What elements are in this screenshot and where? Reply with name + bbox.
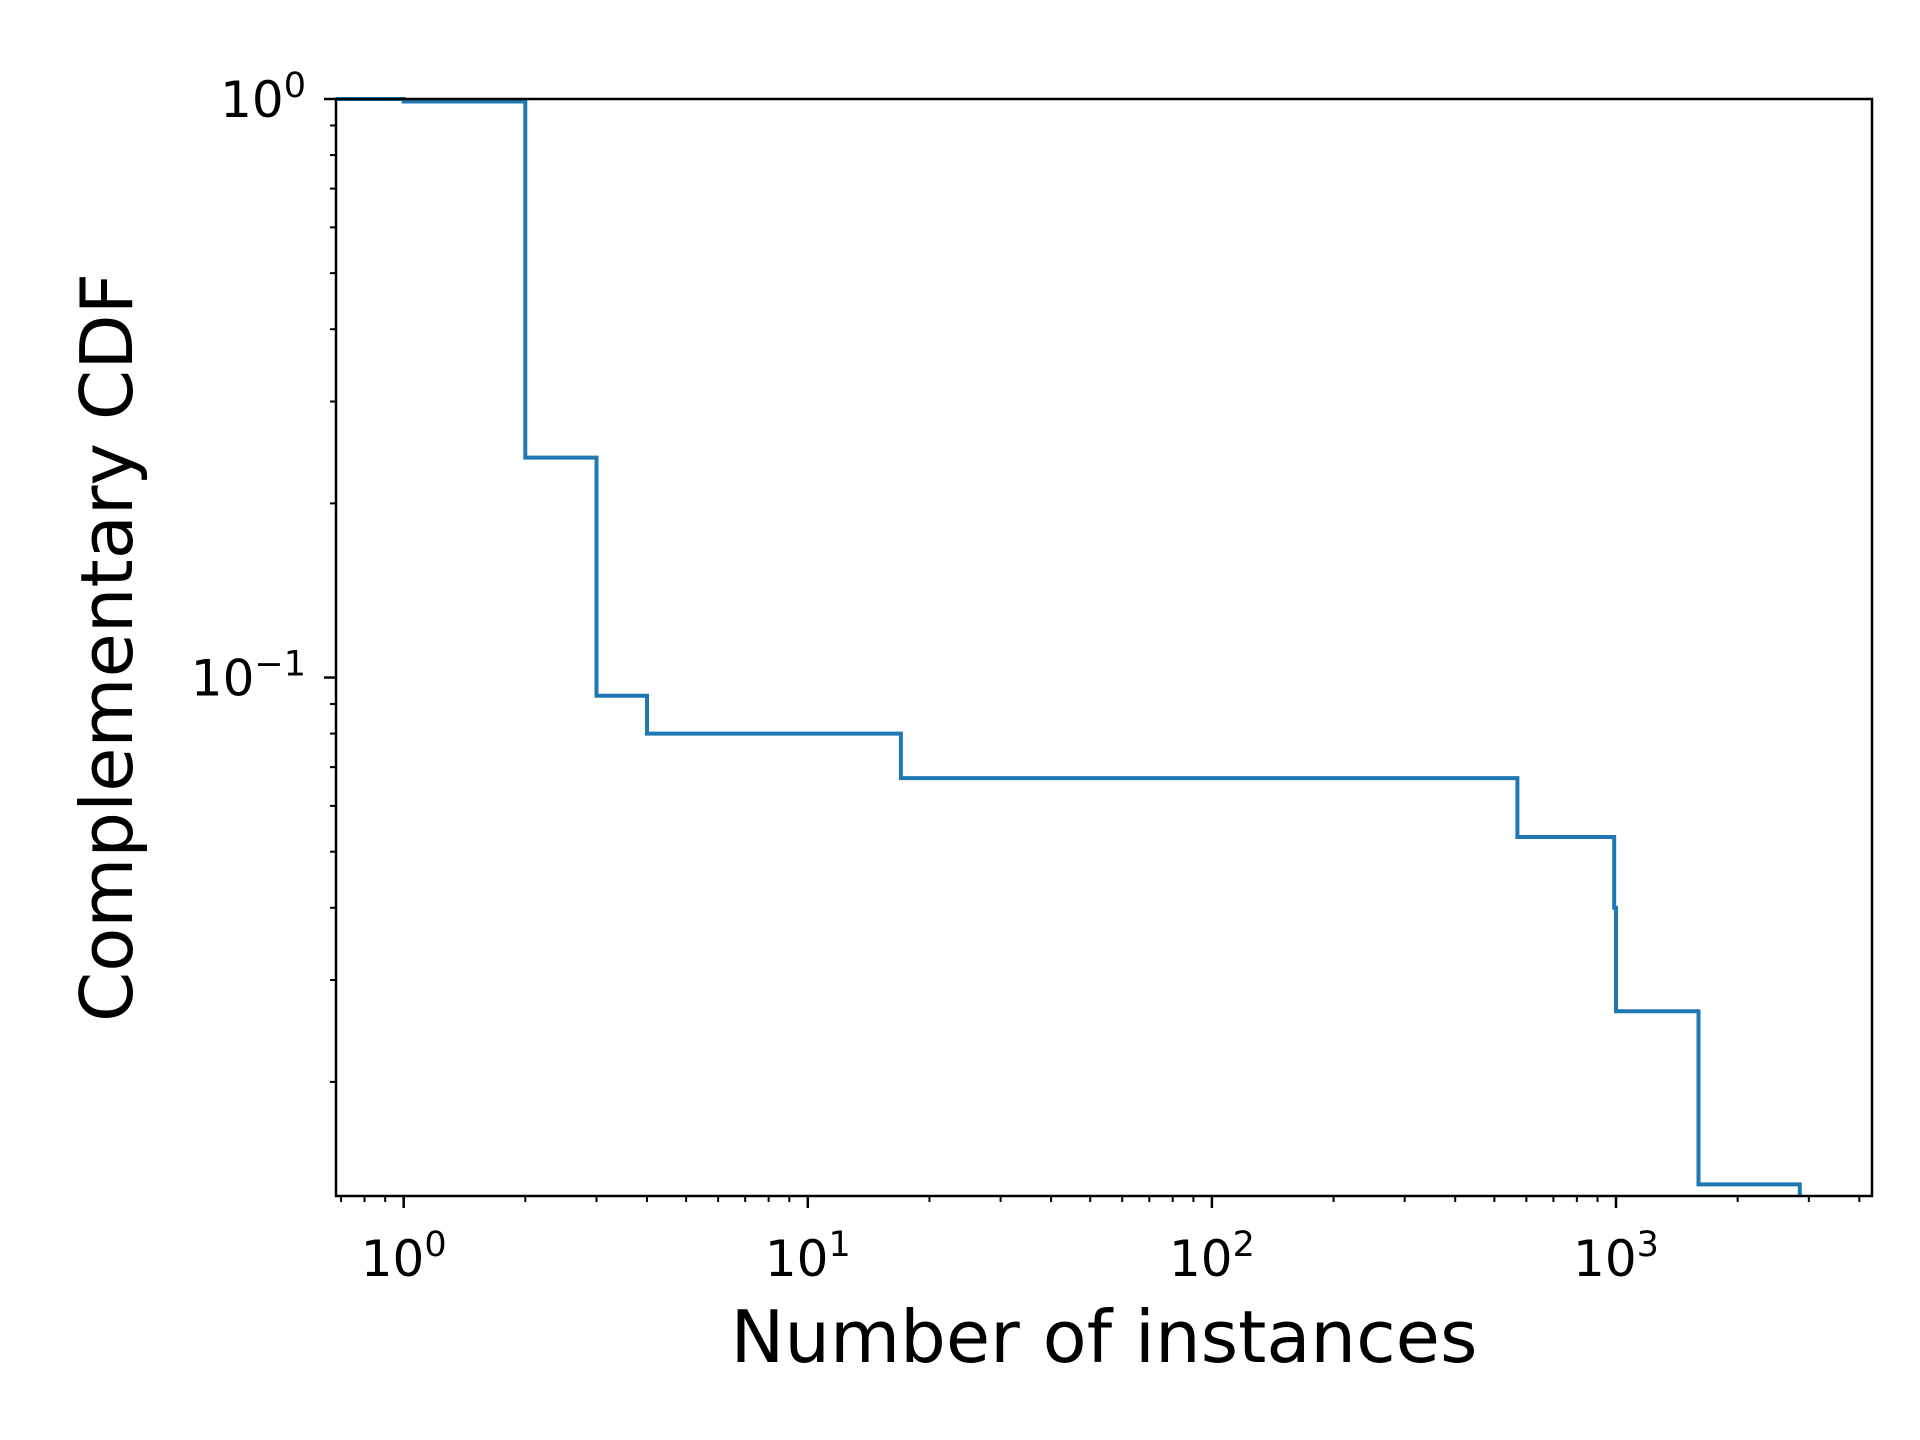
plot-area [336, 99, 1872, 1196]
y-tick-label: 100 [220, 66, 306, 129]
y-tick-labels: 100 10−1 [191, 66, 306, 708]
x-axis-title: Number of instances [731, 1295, 1478, 1379]
x-tick-label: 101 [765, 1225, 851, 1288]
x-tick-label: 102 [1169, 1225, 1255, 1288]
y-tick-label: 10−1 [191, 645, 306, 708]
plot-frame [334, 97, 1874, 1198]
x-tick-label: 100 [361, 1225, 447, 1288]
y-axis-title: Complementary CDF [65, 273, 149, 1022]
x-tick-label: 103 [1573, 1225, 1659, 1288]
major-ticks [324, 97, 1618, 1208]
series-line [336, 97, 1802, 1196]
x-tick-labels: 100 101 102 103 [361, 1225, 1659, 1288]
